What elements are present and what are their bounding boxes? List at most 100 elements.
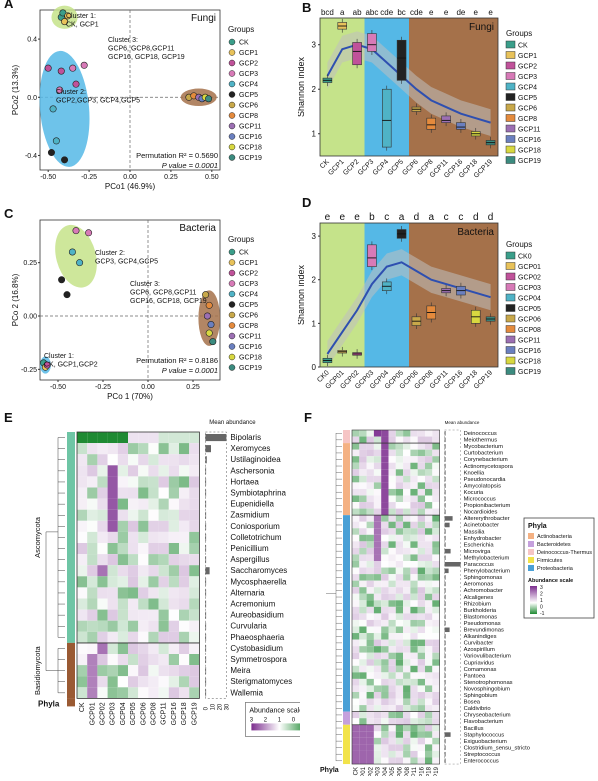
- heatmap-cell: [352, 508, 360, 516]
- heatmap-cell: [410, 456, 418, 463]
- heatmap-cell: [432, 469, 440, 476]
- legend-swatch: [228, 101, 236, 109]
- genus-label: Bosea: [464, 700, 481, 706]
- heatmap-cell: [388, 528, 396, 535]
- legend-item: GCP5: [239, 302, 258, 309]
- heatmap-cell: [366, 678, 374, 686]
- heatmap-cell: [410, 528, 418, 535]
- heatmap-cell: [410, 587, 418, 594]
- heatmap-cell: [97, 487, 108, 499]
- heatmap-cell: [359, 443, 367, 450]
- heatmap-cell: [97, 432, 108, 444]
- legend-item: Bacteroidetes: [537, 542, 571, 548]
- legend-item: GCP3: [239, 281, 258, 288]
- heatmap-cell: [410, 718, 418, 725]
- heatmap-cell: [410, 502, 418, 509]
- heatmap-cell: [352, 750, 360, 758]
- heatmap-cell: [410, 547, 418, 555]
- heatmap-cell: [395, 482, 404, 489]
- mean-abundance-bar: [444, 470, 446, 475]
- heatmap-cell: [366, 593, 374, 601]
- heatmap-cell: [148, 487, 159, 499]
- heatmap-cell: [410, 574, 418, 581]
- heatmap-cell: [410, 665, 418, 673]
- mean-abundance-bar: [444, 601, 446, 606]
- panel-label: F: [304, 410, 312, 425]
- heatmap-cell: [381, 646, 389, 653]
- heatmap-cell: [138, 520, 149, 532]
- heatmap-cell: [417, 659, 425, 666]
- heatmap-cell: [432, 685, 440, 692]
- scale-tick: 2: [264, 717, 268, 723]
- heatmap-cell: [352, 436, 360, 444]
- legend-swatch: [505, 293, 516, 302]
- column-label: GCP08: [405, 766, 411, 776]
- heatmap-cell: [366, 587, 374, 594]
- mean-tick-label: 20: [217, 703, 223, 710]
- heatmap-cell: [388, 626, 396, 634]
- legend-swatch: [505, 61, 516, 70]
- heatmap-cell: [388, 521, 396, 529]
- heatmap-cell: [359, 639, 367, 647]
- legend-swatch: [528, 533, 534, 539]
- data-point: [205, 95, 213, 103]
- heatmap-cell: [395, 672, 404, 679]
- heatmap-cell: [403, 698, 411, 706]
- heatmap-cell: [432, 619, 440, 627]
- heatmap-cell: [352, 646, 360, 653]
- heatmap-cell: [410, 475, 418, 483]
- heatmap-cell: [432, 718, 440, 725]
- heatmap-cell: [403, 711, 411, 719]
- heatmap-cell: [359, 462, 367, 470]
- legend-item: GCP8: [239, 323, 258, 330]
- heatmap-cell: [381, 606, 389, 614]
- heatmap-cell: [179, 476, 190, 488]
- mean-tick-label: 10: [210, 703, 216, 710]
- genus-label: Aspergillus: [230, 555, 269, 564]
- heatmap-cell: [388, 685, 396, 692]
- mean-abundance-bar: [444, 647, 446, 652]
- heatmap-cell: [373, 469, 382, 476]
- heatmap-cell: [425, 665, 433, 673]
- heatmap-cell: [179, 631, 190, 643]
- heatmap-cell: [403, 659, 411, 666]
- heatmap-cell: [388, 705, 396, 712]
- heatmap-cell: [373, 718, 382, 725]
- heatmap-cell: [352, 698, 360, 706]
- significance-letter: e: [474, 8, 479, 17]
- mean-abundance-bar: [444, 548, 451, 554]
- genus-label: Corynebacterium: [464, 457, 508, 463]
- column-label: GCP03: [110, 702, 117, 725]
- heatmap-cell: [410, 659, 418, 666]
- heatmap-cell: [168, 642, 179, 654]
- heatmap-cell: [366, 665, 374, 673]
- heatmap-cell: [352, 619, 360, 627]
- heatmap-cell: [425, 698, 433, 706]
- heatmap-cell: [158, 543, 169, 555]
- significance-letter: c: [458, 212, 463, 223]
- heatmap-cell: [381, 613, 389, 620]
- heatmap-cell: [388, 430, 396, 437]
- heatmap-cell: [432, 737, 440, 745]
- heatmap-cell: [189, 443, 200, 455]
- mean-abundance-bar: [444, 496, 446, 502]
- legend-title: Groups: [506, 29, 532, 38]
- panel-title: Fungi: [469, 22, 494, 33]
- heatmap-cell: [107, 487, 118, 499]
- heatmap-cell: [107, 687, 118, 699]
- legend-swatch: [505, 335, 516, 344]
- heatmap-cell: [87, 676, 98, 688]
- scale-title: Abundance scale: [528, 578, 573, 584]
- genus-label: Deinococcus: [464, 431, 497, 437]
- y-tick-label: 1: [312, 130, 317, 139]
- heatmap-cell: [432, 757, 440, 765]
- heatmap-cell: [366, 554, 374, 561]
- heatmap-cell: [179, 520, 190, 532]
- heatmap-cell: [381, 449, 389, 457]
- heatmap-block: [76, 642, 200, 699]
- y-axis-label: Shannon index: [298, 56, 306, 117]
- heatmap-cell: [425, 449, 433, 457]
- cluster-label: Cluster 1:: [66, 13, 96, 20]
- heatmap-cell: [373, 449, 382, 457]
